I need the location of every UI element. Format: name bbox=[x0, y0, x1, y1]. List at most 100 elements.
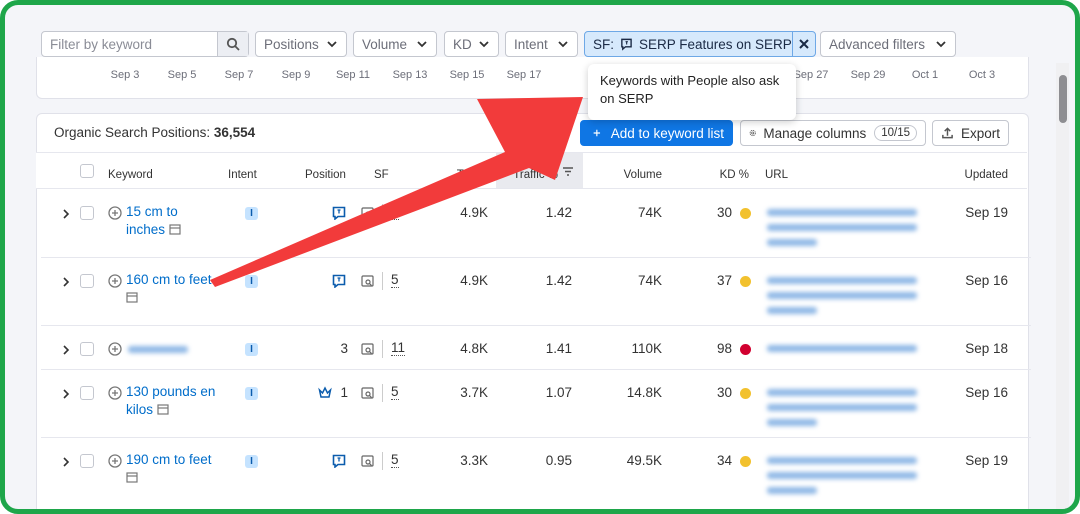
keyword-link[interactable]: 130 pounds en kilos bbox=[126, 383, 216, 419]
serp-snapshot-icon[interactable] bbox=[165, 222, 181, 237]
sort-icon bbox=[562, 166, 574, 181]
sf-value: SERP Features on SERP bbox=[638, 36, 792, 52]
column-count: 10/15 bbox=[874, 125, 917, 141]
kd: 34 bbox=[716, 453, 732, 468]
paa-position-icon bbox=[332, 454, 346, 471]
scrollbar-thumb[interactable] bbox=[1059, 75, 1067, 123]
filter-label: Advanced filters bbox=[829, 36, 926, 52]
timeline-date: Oct 3 bbox=[968, 69, 996, 81]
expand-chevron[interactable] bbox=[61, 275, 71, 290]
expand-chevron[interactable] bbox=[61, 207, 71, 222]
column-header[interactable]: KD % bbox=[719, 169, 749, 181]
url-blurred bbox=[767, 239, 817, 246]
traffic-percent: 1.42 bbox=[545, 273, 572, 288]
search-button[interactable] bbox=[217, 32, 248, 56]
summary-label: Organic Search Positions: bbox=[54, 125, 211, 140]
row-checkbox[interactable] bbox=[80, 342, 94, 356]
row-checkbox[interactable] bbox=[80, 274, 94, 288]
keyword-text[interactable]: 160 cm to feet bbox=[126, 272, 212, 287]
column-header[interactable]: URL bbox=[765, 169, 789, 181]
advanced-filters[interactable]: Advanced filters bbox=[820, 31, 956, 57]
sf-count[interactable]: 11 bbox=[391, 340, 406, 356]
add-keyword-icon[interactable] bbox=[108, 206, 122, 223]
column-header[interactable]: Keyword bbox=[108, 169, 153, 181]
updated: Sep 19 bbox=[965, 453, 1008, 468]
add-keyword-icon[interactable] bbox=[108, 454, 122, 471]
updated: Sep 16 bbox=[965, 385, 1008, 400]
traffic: 3.7K bbox=[460, 385, 488, 400]
row-checkbox[interactable] bbox=[80, 386, 94, 400]
sf-icon bbox=[361, 275, 374, 291]
row-divider bbox=[41, 257, 1031, 258]
column-header[interactable]: SF bbox=[374, 169, 389, 181]
sf-count[interactable]: 5 bbox=[391, 384, 399, 400]
serp-snapshot-icon[interactable] bbox=[126, 290, 138, 305]
sf-count[interactable]: 5 bbox=[391, 452, 399, 468]
add-keyword-icon[interactable] bbox=[108, 386, 122, 403]
intent-badge: I bbox=[245, 275, 258, 288]
keyword-link[interactable]: 190 cm to feet bbox=[126, 451, 216, 487]
url-blurred bbox=[767, 224, 917, 231]
positions-filter[interactable]: Positions bbox=[255, 31, 347, 57]
timeline-date: Sep 15 bbox=[449, 69, 485, 81]
keyword-link[interactable]: 160 cm to feet bbox=[126, 271, 216, 307]
add-keyword-icon[interactable] bbox=[108, 342, 122, 359]
filter-label: Positions bbox=[264, 36, 319, 52]
filter-label: Volume bbox=[362, 36, 408, 52]
scrollbar-track bbox=[1056, 63, 1069, 509]
keyword-text[interactable]: 15 cm to inches bbox=[126, 204, 178, 237]
keyword-text[interactable]: 130 pounds en kilos bbox=[126, 384, 216, 417]
remove-filter[interactable] bbox=[791, 32, 815, 56]
kd-dot bbox=[740, 208, 751, 219]
sf-count[interactable]: 5 bbox=[391, 272, 399, 288]
timeline-date: Sep 3 bbox=[110, 69, 140, 81]
serp-snapshot-icon[interactable] bbox=[153, 402, 169, 417]
paa-position-icon bbox=[332, 274, 346, 291]
traffic-percent: 1.42 bbox=[545, 205, 572, 220]
add-to-keyword-list[interactable]: Add to keyword list bbox=[580, 120, 733, 146]
intent-badge: I bbox=[245, 207, 258, 220]
expand-chevron[interactable] bbox=[61, 455, 71, 470]
export[interactable]: Export bbox=[932, 120, 1009, 146]
url-blurred bbox=[767, 404, 917, 411]
timeline-date: Sep 17 bbox=[506, 69, 542, 81]
volume: 49.5K bbox=[626, 453, 662, 468]
keyword-text[interactable]: 190 cm to feet bbox=[126, 452, 212, 467]
column-header[interactable]: Intent bbox=[228, 169, 257, 181]
traffic: 4.9K bbox=[460, 273, 488, 288]
annotation-arrow bbox=[210, 97, 583, 287]
sf-icon bbox=[361, 343, 374, 359]
add-keyword-icon[interactable] bbox=[108, 274, 122, 291]
keyword-filter[interactable]: Filter by keyword bbox=[41, 31, 249, 57]
row-checkbox[interactable] bbox=[80, 454, 94, 468]
filter-label: Intent bbox=[514, 36, 548, 52]
select-all[interactable] bbox=[80, 164, 94, 178]
tooltip: Keywords with People also ask on SERP bbox=[588, 64, 796, 120]
expand-chevron[interactable] bbox=[61, 343, 71, 358]
url-blurred bbox=[767, 307, 817, 314]
button-label: Add to keyword list bbox=[610, 125, 724, 141]
column-header[interactable]: Updated bbox=[964, 169, 1008, 181]
intent-filter[interactable]: Intent bbox=[505, 31, 578, 57]
button-label: Manage columns bbox=[763, 125, 867, 141]
sf-divider bbox=[382, 452, 383, 470]
paa-icon bbox=[621, 38, 632, 51]
kd: 37 bbox=[716, 273, 732, 288]
sf-filter-chip[interactable]: SF: SERP Features on SERP bbox=[584, 31, 816, 57]
kd-filter[interactable]: KD bbox=[444, 31, 499, 57]
row-divider bbox=[41, 325, 1031, 326]
column-header[interactable]: Position bbox=[305, 169, 346, 181]
updated: Sep 18 bbox=[965, 341, 1008, 356]
manage-columns[interactable]: Manage columns 10/15 bbox=[740, 120, 926, 146]
volume-filter[interactable]: Volume bbox=[353, 31, 437, 57]
expand-chevron[interactable] bbox=[61, 387, 71, 402]
sf-prefix: SF: bbox=[593, 36, 615, 52]
keyword-link[interactable]: 15 cm to inches bbox=[126, 203, 216, 239]
row-checkbox[interactable] bbox=[80, 206, 94, 220]
volume: 74K bbox=[637, 205, 662, 220]
column-header[interactable]: Volume bbox=[623, 169, 662, 181]
serp-snapshot-icon[interactable] bbox=[126, 470, 138, 485]
kd-dot bbox=[740, 388, 751, 399]
traffic: 3.3K bbox=[460, 453, 488, 468]
position: 1 bbox=[340, 385, 348, 400]
